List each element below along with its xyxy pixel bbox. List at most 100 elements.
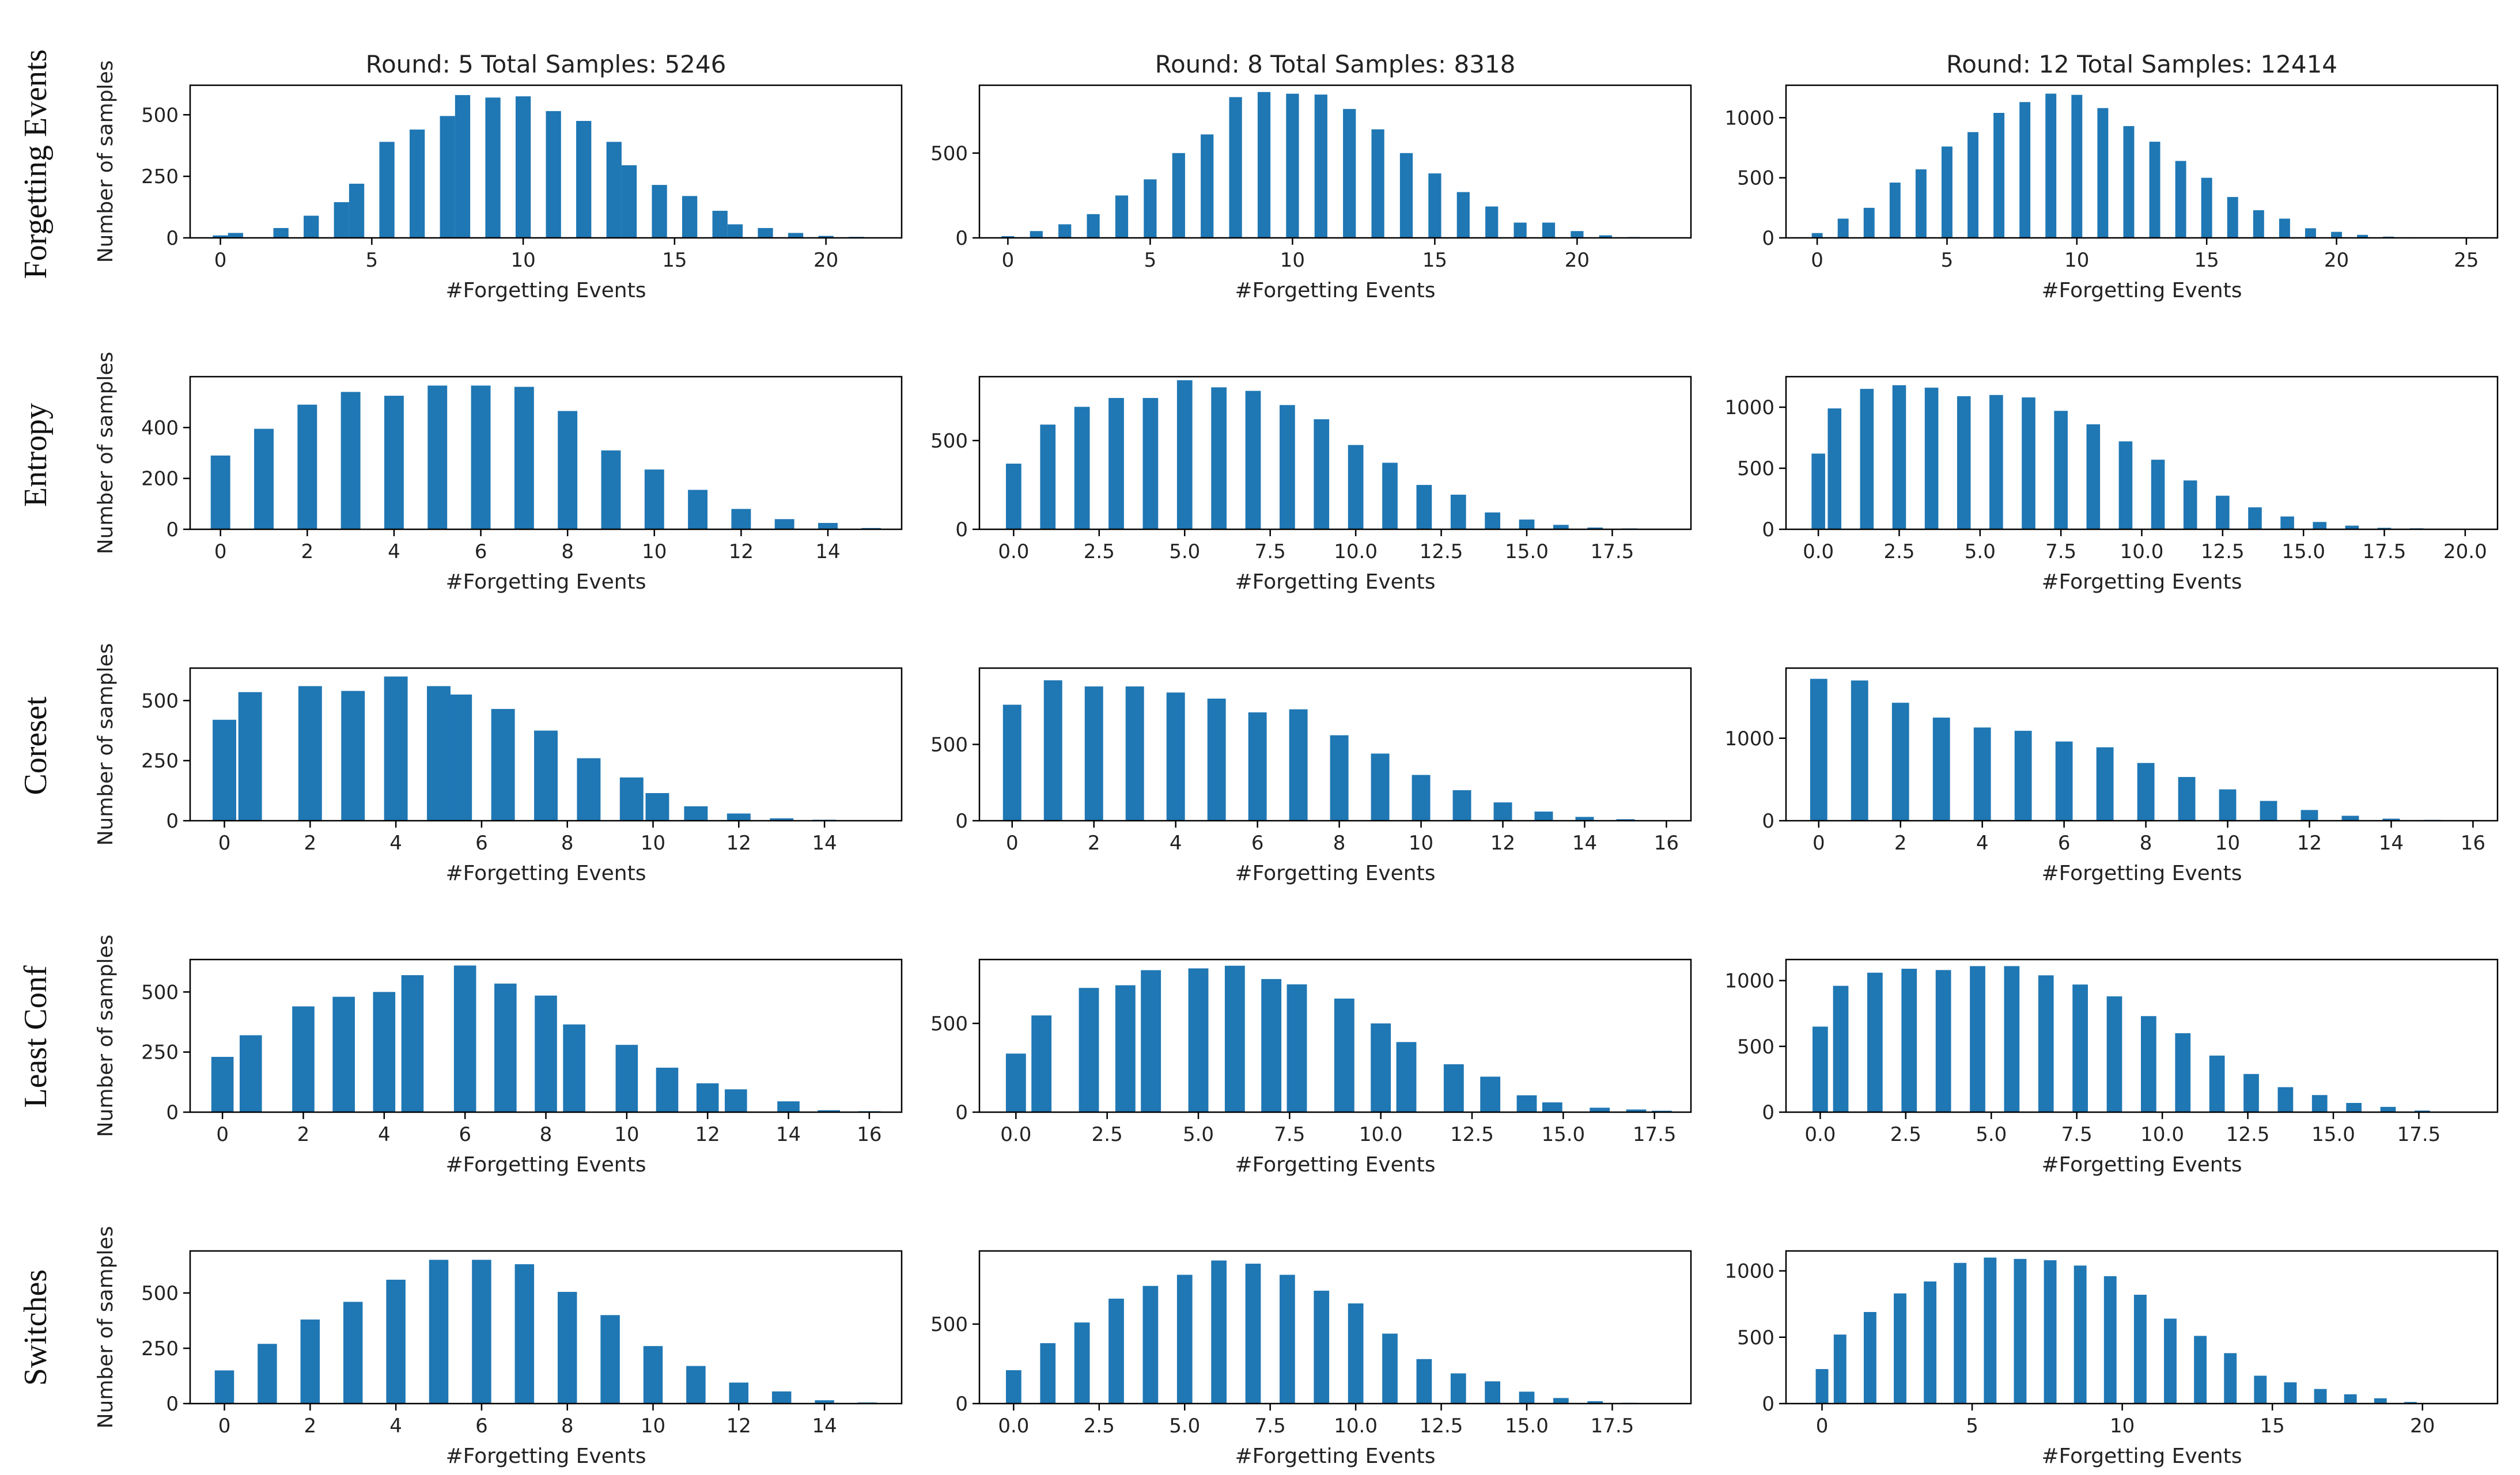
chart-least-conf-col1-xtick-label-8: 14 [776, 1123, 801, 1146]
chart-switches-col1-bar-4 [343, 1302, 363, 1404]
chart-entropy-col3-xtick-label-5: 10.0 [2120, 540, 2164, 563]
chart-forgetting-events-col2-bar-21 [1571, 231, 1584, 238]
chart-coreset-col1-bar-1 [213, 719, 236, 821]
chart-forgetting-events-col1-bar-19 [712, 210, 728, 238]
chart-forgetting-events-col1: 0 5 10 15 20 0 250 500 #Forgetting Events Number … [94, 50, 903, 302]
chart-coreset-col3-xtick-label-1: 0 [1813, 832, 1825, 855]
chart-entropy-col3-bar-15 [2248, 507, 2262, 529]
chart-entropy-col2-bar-7 [1211, 387, 1227, 529]
chart-least-conf-col1-bar-14 [725, 1089, 747, 1112]
chart-least-conf-col3-bar-8 [2038, 975, 2054, 1112]
chart-least-conf-col2-bar-10 [1334, 998, 1354, 1112]
chart-coreset-col1-bar-6 [427, 686, 451, 821]
chart-forgetting-events-col2-bar-5 [1115, 195, 1129, 238]
chart-coreset-col3-xtick-label-4: 6 [2058, 832, 2071, 855]
chart-switches-col1-ytick-label-1: 0 [166, 1393, 179, 1416]
chart-switches-col1-xtick-label-5: 8 [561, 1415, 574, 1438]
chart-least-conf-col2-frame [978, 958, 1692, 1113]
chart-least-conf-col2-xtick-label-2: 2.5 [1092, 1123, 1123, 1146]
chart-forgetting-events-col2-xtick-label-5: 20 [1565, 249, 1590, 272]
chart-coreset-col2-bar-4 [1125, 686, 1144, 821]
chart-least-conf-col2-bar-4 [1115, 985, 1136, 1112]
chart-least-conf-col2-ytick-label-2: 500 [930, 1013, 968, 1036]
chart-least-conf-col1-xtick-label-6: 10 [614, 1123, 639, 1146]
chart-switches-col1-bar-11 [643, 1346, 663, 1404]
chart-coreset-col2-xtick-label-2: 2 [1088, 832, 1100, 855]
chart-entropy-col3-xtick-label-8: 17.5 [2363, 540, 2407, 563]
chart-entropy-col1-ylabel: Number of samples [94, 352, 118, 555]
chart-coreset-col3-xtick-label-2: 2 [1894, 832, 1907, 855]
chart-least-conf-col3-xtick-label-3: 5.0 [1976, 1123, 2007, 1146]
chart-least-conf-col1-bar-9 [535, 995, 557, 1112]
chart-entropy-col3-bar-4 [1892, 385, 1906, 529]
chart-coreset-col3-bar-2 [1851, 680, 1868, 821]
chart-entropy-col1-bar-13 [731, 509, 751, 529]
chart-coreset-col3-bar-4 [1932, 717, 1950, 821]
chart-switches-col1-bar-10 [600, 1315, 620, 1404]
chart-coreset-col3-xtick-label-6: 10 [2215, 832, 2240, 855]
chart-entropy-col2-bar-8 [1245, 390, 1261, 529]
chart-entropy-col3-bar-2 [1827, 408, 1841, 529]
chart-coreset-col2-xtick-label-4: 6 [1251, 832, 1264, 855]
chart-least-conf-col3-bar-5 [1935, 970, 1951, 1112]
chart-entropy-col3-xtick-label-1: 0.0 [1803, 540, 1834, 563]
chart-switches-col3-ytick-label-2: 500 [1737, 1326, 1774, 1349]
chart-forgetting-events-col1-xtick-label-3: 10 [510, 249, 535, 272]
chart-entropy-col1-bar-14 [774, 519, 794, 529]
chart-coreset-col2-bar-5 [1166, 692, 1185, 821]
chart-coreset-col2-xtick-label-9: 16 [1654, 832, 1679, 855]
chart-coreset-col1-bar-15 [770, 818, 794, 821]
chart-switches-col3-bar-4 [1894, 1293, 1906, 1404]
chart-coreset-col3-bar-12 [2260, 801, 2277, 821]
chart-least-conf-col2-xtick-label-4: 7.5 [1274, 1123, 1305, 1146]
chart-coreset-col1-ylabel: Number of samples [94, 643, 118, 846]
chart-least-conf-col3-bar-13 [2209, 1055, 2225, 1112]
chart-least-conf-col3-bar-14 [2243, 1074, 2259, 1112]
chart-coreset-col3-bar-10 [2178, 777, 2196, 821]
chart-entropy-col1-bar-12 [688, 490, 708, 529]
chart-least-conf-col3-bar-2 [1833, 985, 1849, 1112]
chart-switches-col2-bar-17 [1553, 1398, 1569, 1404]
chart-forgetting-events-col3-ytick-label-3: 1000 [1724, 107, 1774, 130]
chart-forgetting-events-col3-xtick-label-1: 0 [1811, 249, 1823, 272]
chart-forgetting-events-col2-bar-4 [1087, 214, 1100, 238]
chart-forgetting-events-col1-bar-12 [515, 96, 531, 238]
chart-entropy-col2-bar-2 [1040, 424, 1056, 529]
chart-switches-col2-bar-15 [1485, 1381, 1500, 1404]
chart-entropy-col3-bar-3 [1860, 389, 1874, 529]
chart-forgetting-events-col3-ytick-label-2: 500 [1737, 167, 1774, 190]
chart-entropy-col1-xtick-label-6: 10 [642, 540, 667, 563]
chart-switches-col2-bar-16 [1519, 1391, 1535, 1404]
chart-entropy-col1-bar-3 [297, 404, 317, 529]
chart-least-conf-col3-frame [1785, 958, 2499, 1113]
chart-least-conf-col2-bar-3 [1079, 988, 1099, 1112]
chart-switches-col1-xtick-label-2: 2 [304, 1415, 316, 1438]
chart-least-conf-col3-bar-17 [2346, 1103, 2362, 1112]
chart-coreset-col1-bar-14 [727, 813, 751, 821]
chart-switches-col2-bar-12 [1382, 1333, 1398, 1404]
chart-forgetting-events-col2-frame [978, 84, 1692, 239]
chart-forgetting-events-col1-xtick-label-2: 5 [365, 249, 378, 272]
chart-forgetting-events-col2-bar-12 [1314, 94, 1327, 238]
chart-least-conf-col1-xtick-label-4: 6 [459, 1123, 471, 1146]
chart-entropy-col3-xtick-label-9: 20.0 [2443, 540, 2487, 563]
chart-entropy-col1-bar-11 [644, 469, 664, 529]
chart-coreset-col3-frame [1785, 667, 2499, 822]
chart-coreset-col1-xtick-label-3: 4 [389, 832, 402, 855]
chart-least-conf-col2-bar-2 [1031, 1015, 1052, 1112]
chart-forgetting-events-col3-bar-21 [2331, 232, 2343, 238]
chart-forgetting-events-col3-bar-18 [2253, 210, 2264, 238]
chart-coreset-col1-bar-5 [384, 676, 408, 821]
chart-coreset-col1-xtick-label-2: 2 [304, 832, 316, 855]
chart-coreset-col3-bar-3 [1891, 703, 1909, 821]
chart-entropy-col2-xtick-label-4: 7.5 [1255, 540, 1286, 563]
chart-least-conf-col1-bar-1 [211, 1057, 234, 1112]
chart-switches-col1-xtick-label-8: 14 [812, 1415, 837, 1438]
chart-switches-col1-bar-2 [258, 1344, 277, 1404]
chart-entropy-col1-frame [189, 376, 903, 530]
chart-switches-col3-frame [1785, 1250, 2499, 1405]
chart-least-conf-col1-ylabel: Number of samples [94, 935, 118, 1137]
chart-least-conf-col2-xtick-label-6: 12.5 [1450, 1123, 1494, 1146]
chart-forgetting-events-col2-bar-20 [1542, 222, 1556, 238]
chart-coreset-col3-xtick-label-7: 12 [2297, 832, 2322, 855]
